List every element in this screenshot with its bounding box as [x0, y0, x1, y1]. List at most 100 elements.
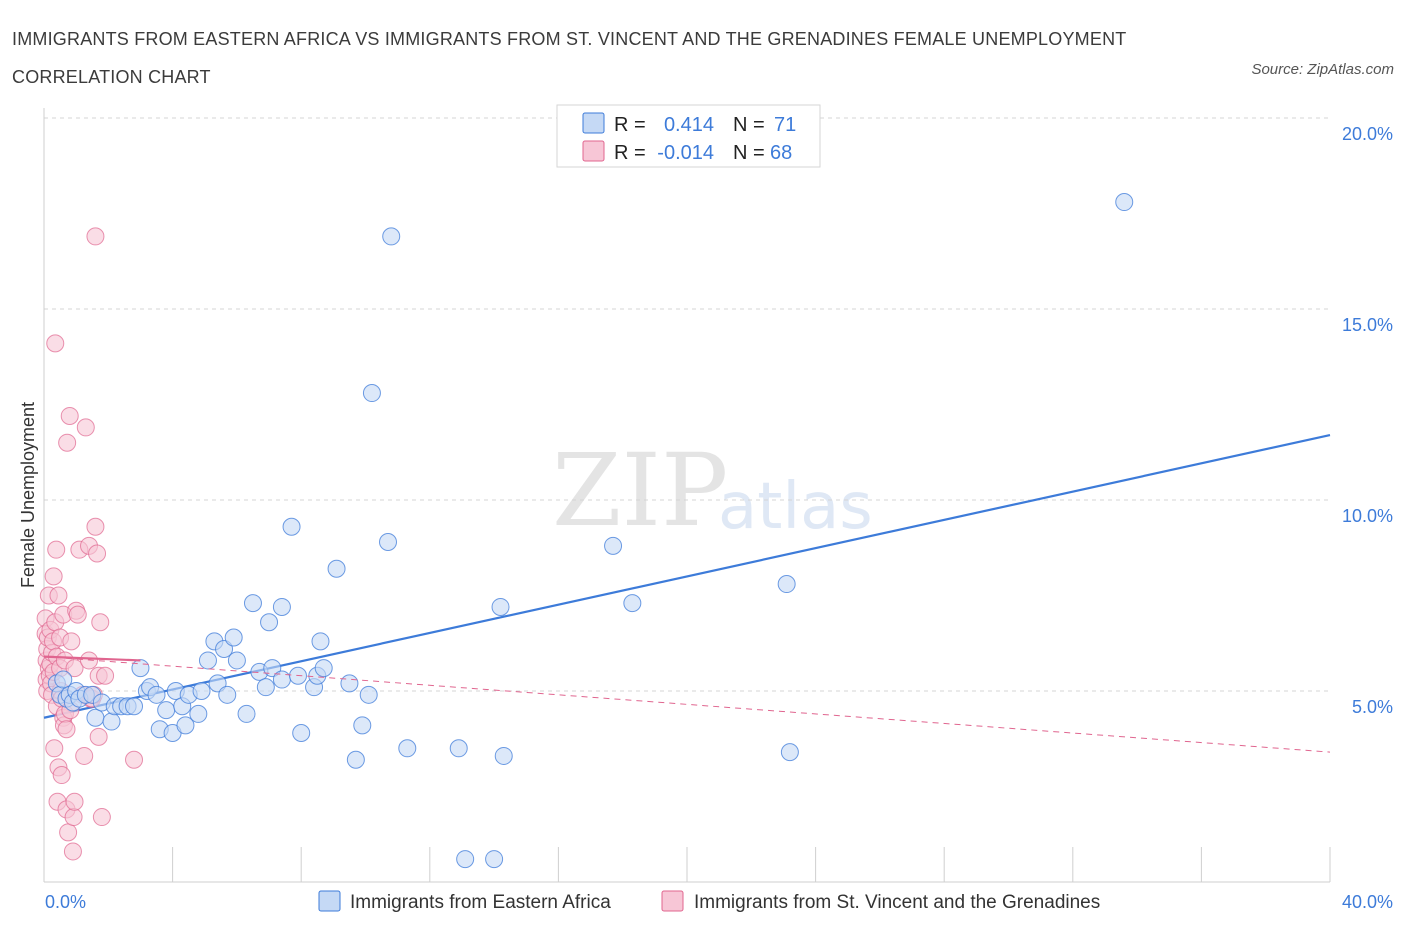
- chart-title: IMMIGRANTS FROM EASTERN AFRICA VS IMMIGR…: [12, 29, 1127, 87]
- point-eastern-africa: [282, 517, 301, 536]
- points-st-vincent: [36, 227, 144, 861]
- legend-r-value-1: 0.414: [664, 114, 714, 136]
- point-st-vincent: [63, 842, 82, 861]
- point-eastern-africa: [604, 536, 623, 555]
- legend-swatch-blue: [582, 112, 605, 134]
- legend-r-label-2: R =: [614, 142, 646, 164]
- point-eastern-africa: [449, 739, 468, 758]
- point-eastern-africa: [102, 712, 121, 731]
- legend-swatch-pink: [582, 140, 605, 162]
- point-eastern-africa: [157, 701, 176, 720]
- point-eastern-africa: [224, 628, 243, 647]
- y-tick-label-10: 10.0%: [1342, 506, 1393, 526]
- point-eastern-africa: [147, 685, 166, 704]
- point-eastern-africa: [54, 670, 73, 689]
- point-st-vincent: [92, 808, 111, 827]
- watermark-atlas: atlas: [718, 470, 873, 544]
- point-eastern-africa: [218, 685, 237, 704]
- legend-n-value-1: 71: [774, 114, 796, 136]
- point-eastern-africa: [340, 674, 359, 693]
- point-st-vincent: [45, 739, 64, 758]
- point-eastern-africa: [125, 697, 144, 716]
- point-st-vincent: [59, 823, 78, 842]
- point-eastern-africa: [131, 659, 150, 678]
- point-eastern-africa: [382, 227, 401, 246]
- point-eastern-africa: [359, 685, 378, 704]
- bottom-legend-label-1: Immigrants from Eastern Africa: [350, 892, 611, 913]
- point-st-vincent: [57, 720, 76, 739]
- y-axis-title: Female Unemployment: [18, 402, 38, 588]
- point-eastern-africa: [192, 682, 211, 700]
- y-tick-label-5: 5.0%: [1352, 697, 1393, 717]
- axes: [43, 108, 1331, 883]
- point-st-vincent: [65, 659, 84, 678]
- legend-n-label-1: N =: [733, 114, 765, 136]
- point-eastern-africa: [314, 659, 333, 678]
- grid-lines: [44, 117, 1330, 692]
- point-eastern-africa: [227, 651, 246, 670]
- point-eastern-africa: [485, 850, 504, 869]
- legend-n-value-2: 68: [770, 142, 792, 164]
- bottom-legend-swatch-blue: [318, 890, 341, 912]
- point-eastern-africa: [456, 850, 475, 869]
- legend-r-label-1: R =: [614, 114, 646, 136]
- point-eastern-africa: [243, 594, 262, 613]
- point-st-vincent: [64, 808, 83, 827]
- point-eastern-africa: [327, 559, 346, 578]
- point-eastern-africa: [215, 639, 234, 658]
- point-eastern-africa: [1115, 193, 1134, 212]
- point-eastern-africa: [494, 746, 513, 765]
- point-eastern-africa: [86, 708, 105, 727]
- trend-line-st-vincent: [43, 655, 1331, 753]
- point-eastern-africa: [780, 743, 799, 762]
- point-st-vincent: [68, 605, 87, 624]
- point-eastern-africa: [198, 651, 217, 670]
- point-eastern-africa: [362, 384, 381, 403]
- trend-st-vincent-solid: [43, 655, 141, 662]
- point-st-vincent: [96, 666, 115, 685]
- point-st-vincent: [125, 750, 144, 769]
- point-st-vincent: [58, 433, 77, 452]
- point-eastern-africa: [237, 704, 256, 723]
- point-eastern-africa: [256, 678, 275, 697]
- point-eastern-africa: [777, 575, 796, 594]
- source-label: Source: ZipAtlas.com: [1251, 61, 1394, 78]
- point-eastern-africa: [208, 674, 227, 693]
- point-eastern-africa: [379, 533, 398, 552]
- x-tick-label-max: 40.0%: [1342, 892, 1393, 912]
- point-eastern-africa: [353, 716, 372, 735]
- trend-st-vincent-dashed: [43, 656, 1331, 753]
- point-st-vincent: [76, 418, 95, 437]
- point-eastern-africa: [176, 716, 195, 735]
- y-tick-label-15: 15.0%: [1342, 315, 1393, 335]
- legend-r-value-2: -0.014: [657, 142, 714, 164]
- point-st-vincent: [46, 334, 65, 353]
- point-eastern-africa: [311, 632, 330, 651]
- bottom-legend-label-2: Immigrants from St. Vincent and the Gren…: [694, 892, 1100, 913]
- point-eastern-africa: [346, 750, 365, 769]
- point-st-vincent: [86, 517, 105, 536]
- point-st-vincent: [60, 406, 79, 425]
- point-eastern-africa: [260, 613, 279, 632]
- point-st-vincent: [75, 746, 94, 765]
- series-legend: Immigrants from Eastern Africa Immigrant…: [318, 890, 1100, 913]
- bottom-legend-swatch-pink: [661, 890, 684, 912]
- point-eastern-africa: [263, 659, 282, 678]
- point-st-vincent: [89, 727, 108, 746]
- point-st-vincent: [44, 567, 63, 586]
- point-st-vincent: [49, 586, 68, 605]
- legend-n-label-2: N =: [733, 142, 765, 164]
- correlation-legend: R = 0.414 N = 71 R = -0.014 N = 68: [556, 104, 821, 168]
- point-st-vincent: [62, 632, 81, 651]
- points-eastern-africa: [47, 193, 1134, 869]
- point-eastern-africa: [189, 704, 208, 723]
- point-eastern-africa: [491, 597, 510, 616]
- point-st-vincent: [88, 544, 107, 563]
- point-eastern-africa: [398, 739, 417, 758]
- point-st-vincent: [65, 792, 84, 811]
- y-tick-label-20: 20.0%: [1342, 124, 1393, 144]
- y-tick-labels: 5.0% 10.0% 15.0% 20.0%: [1342, 124, 1393, 717]
- point-eastern-africa: [292, 724, 311, 743]
- x-tick-label-min: 0.0%: [45, 892, 86, 912]
